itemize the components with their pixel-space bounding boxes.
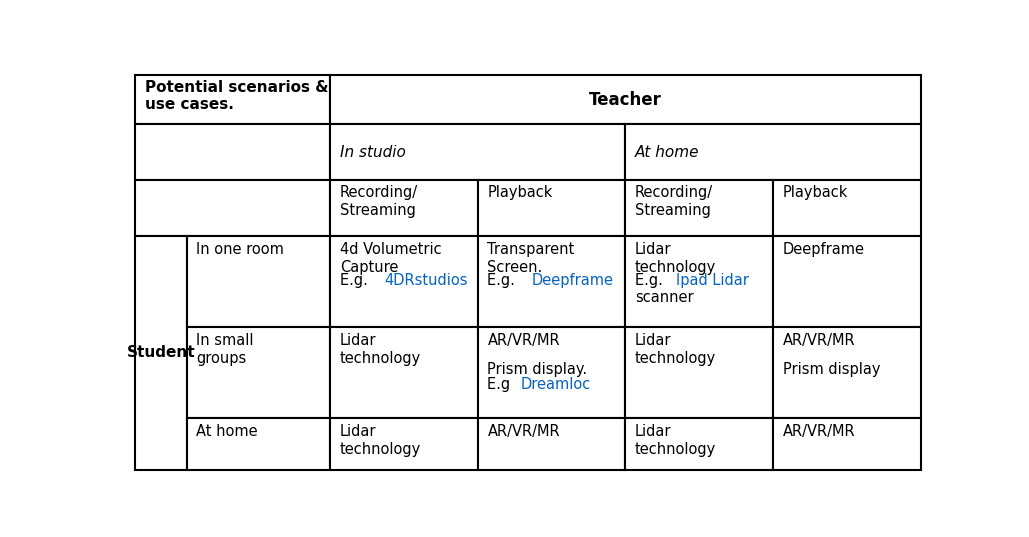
Text: Playback: Playback (783, 185, 848, 200)
Text: AR/VR/MR: AR/VR/MR (783, 333, 855, 348)
Bar (626, 180, 773, 236)
Bar (626, 418, 773, 470)
Bar (135, 125, 330, 180)
Text: At home: At home (197, 424, 258, 439)
Text: Student: Student (127, 345, 196, 360)
Text: Prism display: Prism display (783, 362, 880, 377)
Bar (477, 180, 626, 236)
Text: In studio: In studio (340, 145, 405, 160)
Text: AR/VR/MR: AR/VR/MR (783, 424, 855, 439)
Bar (330, 75, 921, 125)
Text: In one room: In one room (197, 242, 284, 257)
Text: Teacher: Teacher (589, 91, 662, 108)
Bar (773, 180, 921, 236)
Bar (773, 236, 921, 327)
Bar (626, 327, 773, 418)
Text: Dreamloc: Dreamloc (521, 378, 592, 393)
Text: E.g.: E.g. (340, 273, 372, 288)
Text: Transparent
Screen.: Transparent Screen. (488, 242, 575, 274)
Bar (330, 180, 477, 236)
Text: At home: At home (635, 145, 700, 160)
Text: Lidar
technology: Lidar technology (635, 333, 716, 366)
Bar (135, 180, 330, 236)
Text: E.g.: E.g. (635, 273, 668, 288)
Bar (330, 236, 477, 327)
Bar (330, 327, 477, 418)
Bar (477, 236, 626, 327)
Bar (330, 418, 477, 470)
Text: Deepframe: Deepframe (531, 273, 613, 288)
Text: Ipad Lidar: Ipad Lidar (676, 273, 749, 288)
Text: AR/VR/MR: AR/VR/MR (488, 333, 560, 348)
Bar (187, 327, 330, 418)
Bar (626, 236, 773, 327)
Bar (626, 125, 921, 180)
Text: Lidar
technology: Lidar technology (635, 242, 716, 274)
Bar (187, 418, 330, 470)
Text: Prism display.: Prism display. (488, 362, 588, 377)
Text: Recording/
Streaming: Recording/ Streaming (340, 185, 418, 217)
Bar (330, 125, 626, 180)
Bar (187, 236, 330, 327)
Text: In small
groups: In small groups (197, 333, 254, 366)
Bar (773, 418, 921, 470)
Text: Lidar
technology: Lidar technology (340, 333, 421, 366)
Text: Deepframe: Deepframe (783, 242, 864, 257)
Text: Lidar
technology: Lidar technology (340, 424, 421, 456)
Text: 4DRstudios: 4DRstudios (384, 273, 467, 288)
Bar (135, 236, 187, 470)
Text: scanner: scanner (635, 290, 694, 305)
Text: E.g: E.g (488, 378, 516, 393)
Text: 4d Volumetric
Capture: 4d Volumetric Capture (340, 242, 441, 274)
Text: AR/VR/MR: AR/VR/MR (488, 424, 560, 439)
Text: Lidar
technology: Lidar technology (635, 424, 716, 456)
Text: Potential scenarios &
use cases.: Potential scenarios & use cases. (144, 79, 328, 112)
Text: E.g.: E.g. (488, 273, 520, 288)
Bar (773, 327, 921, 418)
Bar (477, 418, 626, 470)
Bar (477, 327, 626, 418)
Text: Playback: Playback (488, 185, 553, 200)
Text: Recording/
Streaming: Recording/ Streaming (635, 185, 713, 217)
Bar (135, 75, 330, 125)
